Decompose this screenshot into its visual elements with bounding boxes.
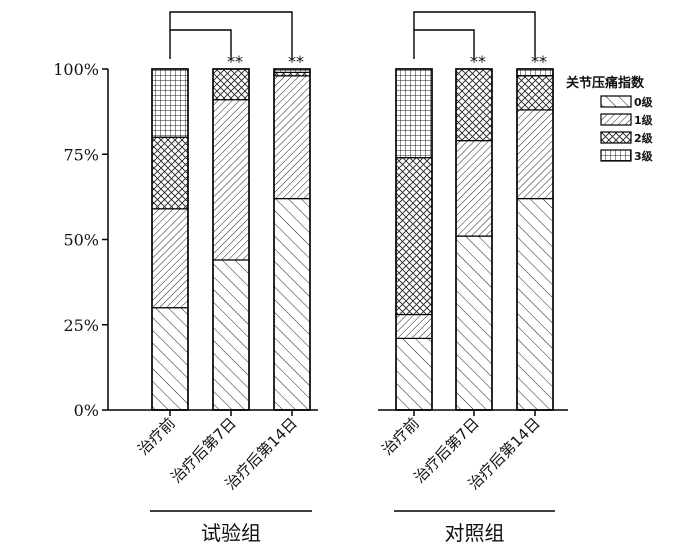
significance-stars: ** xyxy=(288,52,304,71)
legend-label: 1级 xyxy=(634,113,654,127)
bars xyxy=(151,68,554,411)
bar-segment xyxy=(212,68,250,101)
y-tick-label: 25% xyxy=(63,316,99,335)
y-tick-label: 100% xyxy=(53,60,99,79)
significance-bracket xyxy=(170,29,232,59)
bar-segment xyxy=(212,99,250,261)
bar-segment xyxy=(516,109,554,200)
group-label: 对照组 xyxy=(445,521,505,545)
significance-stars: ** xyxy=(531,52,547,71)
y-tick-label: 75% xyxy=(63,145,99,164)
bar-segment xyxy=(151,136,189,210)
bar-segment xyxy=(273,75,311,200)
y-axis: 0% 25% 50% 75% 100% xyxy=(53,60,109,420)
legend: 关节压痛指数 0级 1级 2级 3级 xyxy=(566,75,654,163)
bar-segment xyxy=(455,68,493,142)
group-label: 试验组 xyxy=(201,521,261,545)
bar-segment xyxy=(151,68,189,138)
bar-segment xyxy=(455,140,493,237)
significance-bracket xyxy=(414,29,475,59)
legend-swatch xyxy=(600,131,632,144)
legend-swatch xyxy=(600,95,632,108)
bar-segment xyxy=(516,75,554,111)
significance-stars: ** xyxy=(470,52,486,71)
bar-segment xyxy=(395,313,433,339)
bar-segment xyxy=(212,259,250,411)
x-tick-label: 治疗前 xyxy=(378,414,423,459)
x-tick-label: 治疗前 xyxy=(134,414,179,459)
significance-brackets: ** ** ** ** xyxy=(169,11,547,71)
bar-segment xyxy=(395,68,433,159)
significance-bracket xyxy=(169,11,293,59)
bar-segment xyxy=(455,235,493,411)
bar-segment xyxy=(395,157,433,316)
bar-segment xyxy=(395,337,433,411)
bar-segment xyxy=(151,208,189,309)
legend-swatch xyxy=(600,113,632,126)
legend-title: 关节压痛指数 xyxy=(566,75,645,91)
legend-swatch xyxy=(600,149,632,162)
bar-segment xyxy=(273,197,311,411)
legend-label: 0级 xyxy=(634,95,654,109)
significance-bracket xyxy=(413,11,536,59)
y-tick-label: 50% xyxy=(63,231,99,250)
y-tick-label: 0% xyxy=(74,401,99,420)
legend-label: 2级 xyxy=(634,131,654,145)
significance-stars: ** xyxy=(227,52,243,71)
bar-segment xyxy=(151,307,189,411)
legend-label: 3级 xyxy=(634,149,654,163)
bar-segment xyxy=(516,197,554,411)
